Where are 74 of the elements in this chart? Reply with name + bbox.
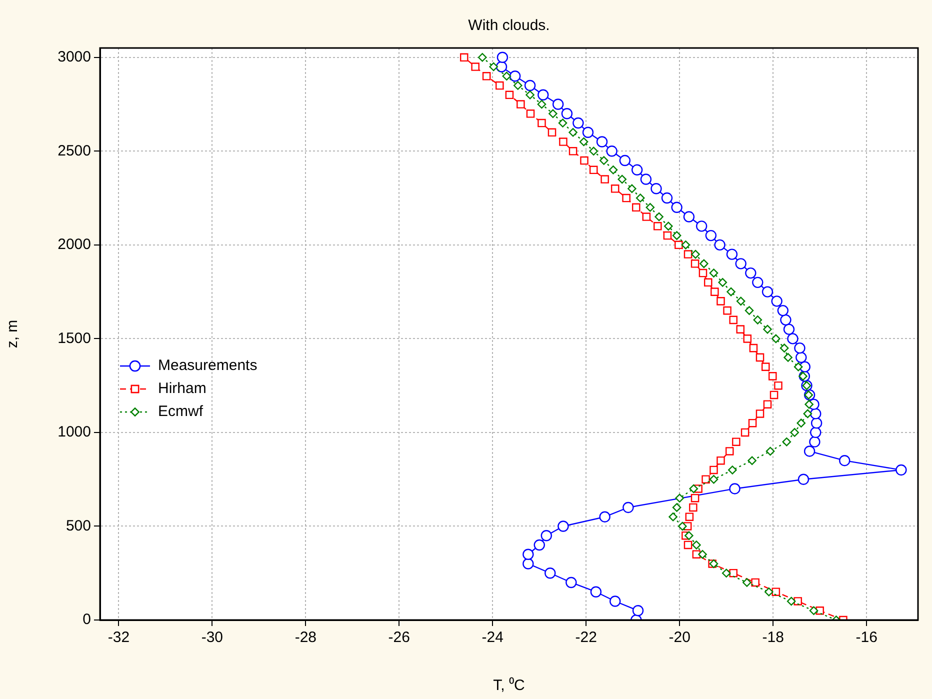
point [522, 558, 534, 570]
point [839, 454, 850, 466]
point [566, 576, 577, 588]
point [610, 596, 621, 607]
y-tick-label: 2500 [58, 142, 91, 160]
x-tick-label: -30 [201, 629, 224, 646]
point [726, 248, 738, 260]
point [696, 220, 708, 232]
point [777, 304, 789, 316]
point [735, 258, 746, 270]
point [810, 426, 822, 438]
point [558, 520, 569, 532]
y-tick-label: 0 [82, 611, 91, 628]
legend-label: Hirham [158, 380, 206, 398]
legend-label: Ecmwf [158, 403, 204, 420]
y-axis-title: z, m [4, 320, 22, 348]
point [714, 239, 726, 251]
point [599, 511, 610, 522]
point [596, 136, 608, 148]
point [705, 230, 717, 242]
y-tick-label: 500 [66, 517, 91, 534]
point [606, 146, 618, 157]
x-tick-label: -32 [108, 629, 130, 646]
y-tick-label: 1000 [58, 424, 91, 441]
x-tick-label: -26 [388, 629, 410, 646]
x-tick-label: -28 [294, 629, 317, 646]
point [780, 314, 792, 326]
point [729, 483, 740, 494]
point [809, 436, 820, 448]
point [798, 474, 810, 485]
point [632, 605, 644, 616]
point [496, 52, 508, 63]
y-tick-label: 1500 [58, 330, 91, 347]
x-tick-label: -22 [575, 629, 597, 646]
point [771, 296, 782, 307]
point [631, 164, 643, 176]
point [534, 539, 545, 551]
chart-title: With clouds. [468, 17, 550, 34]
point [619, 154, 631, 166]
point [538, 89, 549, 100]
point [552, 98, 564, 110]
point [590, 586, 602, 598]
point [810, 417, 822, 429]
x-tick-label: -16 [856, 629, 878, 646]
point [804, 446, 816, 457]
x-tick-label: -18 [762, 629, 784, 646]
point [524, 80, 536, 92]
point [572, 117, 584, 129]
point [640, 174, 652, 185]
point [650, 183, 662, 194]
point [509, 70, 521, 82]
y-tick-label: 3000 [58, 48, 91, 66]
x-tick-label: -20 [668, 629, 690, 646]
x-axis-title: T, ⁰C [493, 677, 525, 694]
point [794, 342, 806, 354]
point [896, 464, 907, 476]
point [661, 192, 673, 204]
point [540, 530, 552, 542]
point [544, 568, 556, 579]
y-tick-label: 2000 [58, 236, 91, 254]
point [787, 333, 798, 344]
point [796, 352, 807, 364]
point [522, 548, 534, 560]
point [671, 202, 682, 214]
point [762, 286, 774, 298]
x-tick-label: -24 [482, 629, 504, 646]
point [745, 267, 756, 279]
point [582, 126, 594, 138]
point [683, 211, 695, 222]
legend-label: Measurements [158, 357, 258, 374]
point [783, 324, 795, 335]
point [622, 502, 634, 514]
point [561, 108, 573, 120]
point [752, 276, 764, 288]
